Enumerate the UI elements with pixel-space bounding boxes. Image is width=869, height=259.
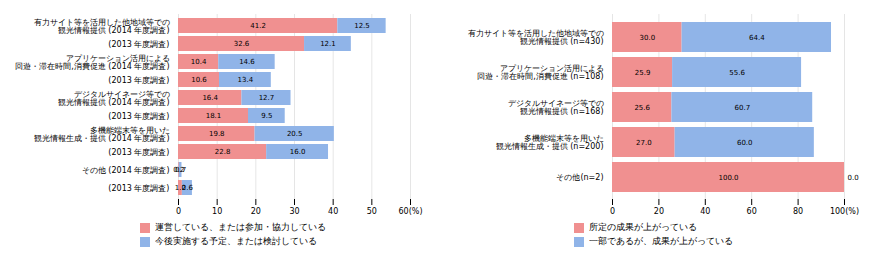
svg-text:12.1: 12.1 bbox=[320, 40, 336, 48]
svg-text:9.5: 9.5 bbox=[261, 112, 272, 120]
svg-text:16.0: 16.0 bbox=[290, 148, 306, 156]
svg-text:(2013 年度調査): (2013 年度調査) bbox=[108, 184, 169, 193]
svg-text:(2013 年度調査): (2013 年度調査) bbox=[108, 76, 169, 85]
svg-text:14.6: 14.6 bbox=[239, 58, 255, 66]
svg-text:10.6: 10.6 bbox=[191, 76, 207, 84]
html-text:運営している、または参加・協力している: 運営している、または参加・協力している bbox=[154, 222, 326, 232]
svg-text:有力サイト等を活用した他地域等での観光情報提供 (2014: 有力サイト等を活用した他地域等での観光情報提供 (2014 年度調査) bbox=[34, 18, 170, 35]
svg-text:その他(n=2): その他(n=2) bbox=[556, 173, 603, 182]
svg-text:60.7: 60.7 bbox=[735, 104, 751, 112]
svg-text:アプリケーション活用による回遊・滞在時間,消費促進 (201: アプリケーション活用による回遊・滞在時間,消費促進 (2014 年度調査) bbox=[15, 54, 169, 71]
svg-text:13.4: 13.4 bbox=[238, 76, 254, 84]
svg-text:(2013 年度調査): (2013 年度調査) bbox=[108, 148, 169, 157]
svg-text:40: 40 bbox=[700, 207, 710, 216]
svg-text:20.5: 20.5 bbox=[287, 130, 303, 138]
svg-text:32.6: 32.6 bbox=[234, 40, 250, 48]
svg-text:10: 10 bbox=[212, 207, 222, 216]
svg-text:60.0: 60.0 bbox=[737, 139, 753, 147]
svg-text:(2013 年度調査): (2013 年度調査) bbox=[108, 40, 169, 49]
svg-text:19.8: 19.8 bbox=[209, 130, 225, 138]
svg-text:100.0: 100.0 bbox=[718, 174, 738, 182]
svg-text:50: 50 bbox=[367, 207, 377, 216]
svg-text:多機能端末等を用いた観光情報生成・提供 (n=200): 多機能端末等を用いた観光情報生成・提供 (n=200) bbox=[496, 134, 604, 151]
svg-text:1.0: 1.0 bbox=[174, 184, 186, 193]
svg-text:多機能端末等を用いた観光情報生成・提供 (2014 年度調査: 多機能端末等を用いた観光情報生成・提供 (2014 年度調査) bbox=[34, 126, 170, 143]
svg-text:デジタルサイネージ等での観光情報提供 (2014 年度調査): デジタルサイネージ等での観光情報提供 (2014 年度調査) bbox=[58, 90, 170, 107]
html-text:今後実施する予定、または検討している: 今後実施する予定、または検討している bbox=[154, 236, 317, 246]
svg-text:55.6: 55.6 bbox=[729, 69, 745, 77]
html-text:一部であるが、成果が上がっている: 一部であるが、成果が上がっている bbox=[588, 236, 733, 246]
svg-text:その他 (2014 年度調査): その他 (2014 年度調査) bbox=[82, 166, 170, 175]
svg-text:80: 80 bbox=[793, 207, 803, 216]
svg-text:(2013 年度調査): (2013 年度調査) bbox=[108, 112, 169, 121]
svg-text:64.4: 64.4 bbox=[749, 34, 765, 42]
svg-text:22.8: 22.8 bbox=[215, 148, 231, 156]
svg-text:16.4: 16.4 bbox=[202, 94, 218, 102]
svg-text:0.7: 0.7 bbox=[175, 166, 186, 174]
svg-text:60: 60 bbox=[747, 207, 757, 216]
svg-text:0: 0 bbox=[176, 207, 181, 216]
svg-text:60(%): 60(%) bbox=[398, 207, 422, 216]
svg-text:アプリケーション活用による回遊・滞在時間,消費促進 (n=1: アプリケーション活用による回遊・滞在時間,消費促進 (n=108) bbox=[477, 64, 603, 81]
svg-text:27.0: 27.0 bbox=[636, 139, 652, 147]
svg-text:20: 20 bbox=[251, 207, 261, 216]
svg-text:有力サイト等を活用した他地域等での観光情報提供 (n=430: 有力サイト等を活用した他地域等での観光情報提供 (n=430) bbox=[468, 29, 604, 46]
svg-text:0.0: 0.0 bbox=[848, 174, 859, 182]
svg-text:2.6: 2.6 bbox=[182, 184, 194, 192]
svg-text:デジタルサイネージ等での観光情報提供 (n=168): デジタルサイネージ等での観光情報提供 (n=168) bbox=[508, 99, 604, 116]
svg-text:30.0: 30.0 bbox=[640, 34, 656, 42]
svg-text:25.6: 25.6 bbox=[634, 104, 650, 112]
svg-text:30: 30 bbox=[289, 207, 299, 216]
svg-text:12.5: 12.5 bbox=[354, 22, 370, 30]
svg-text:25.9: 25.9 bbox=[635, 69, 651, 77]
svg-text:41.2: 41.2 bbox=[250, 22, 266, 30]
svg-text:20: 20 bbox=[654, 207, 664, 216]
html-text:所定の成果が上がっている: 所定の成果が上がっている bbox=[588, 222, 697, 232]
svg-text:0: 0 bbox=[610, 207, 615, 216]
svg-text:10.4: 10.4 bbox=[191, 58, 207, 66]
svg-text:18.1: 18.1 bbox=[206, 112, 222, 120]
svg-text:100(%): 100(%) bbox=[830, 207, 859, 216]
svg-text:12.7: 12.7 bbox=[259, 94, 275, 102]
svg-text:40: 40 bbox=[328, 207, 338, 216]
